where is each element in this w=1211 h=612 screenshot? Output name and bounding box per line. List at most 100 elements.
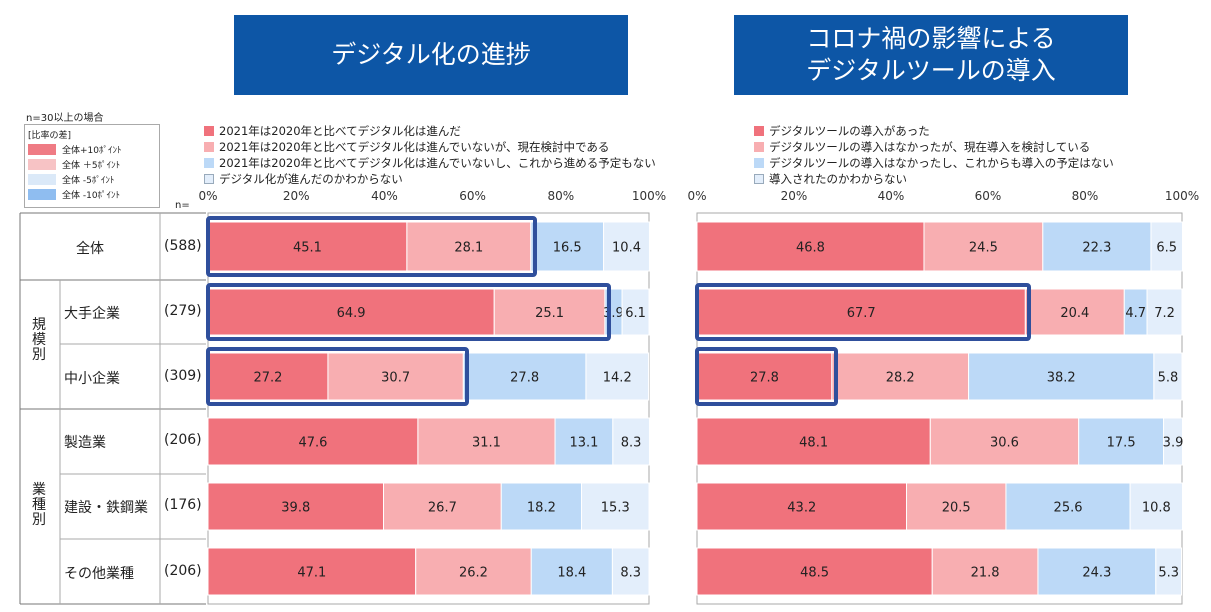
right-title-line1: コロナ禍の影響による bbox=[806, 24, 1056, 53]
right-bar-value-label: 21.8 bbox=[971, 566, 1000, 581]
left-bar-segment bbox=[530, 221, 605, 272]
left-bar-segment bbox=[554, 417, 614, 466]
left-bar-value-label: 31.1 bbox=[472, 436, 501, 451]
left-bar-segment bbox=[207, 352, 329, 401]
left-bar-segment bbox=[585, 352, 650, 401]
group-label-scale: 規模別 bbox=[32, 317, 46, 363]
left-bar-segment bbox=[493, 288, 606, 336]
left-plot-frame bbox=[207, 212, 650, 605]
right-bar-value-label: 10.8 bbox=[1142, 501, 1171, 516]
right-bar-value-label: 67.7 bbox=[847, 306, 876, 321]
category-label: その他業種 bbox=[64, 566, 134, 582]
right-bar-value-label: 30.6 bbox=[990, 436, 1019, 451]
diff-key-label: 全体+10ﾎﾟｲﾝﾄ bbox=[62, 146, 122, 156]
diff-key-swatch bbox=[28, 174, 56, 185]
right-bar-value-label: 24.5 bbox=[969, 241, 998, 256]
diff-key-title: [比率の差] bbox=[28, 131, 72, 141]
group-label-industry: 業種別 bbox=[32, 482, 46, 528]
left-bar-value-label: 30.7 bbox=[381, 371, 410, 386]
right-bar-value-label: 48.5 bbox=[800, 566, 829, 581]
right-bar-segment bbox=[1155, 547, 1183, 596]
left-bar-segment bbox=[462, 352, 587, 401]
diff-key-item: 全体 -5ﾎﾟｲﾝﾄ bbox=[28, 173, 114, 186]
left-bar-value-label: 47.6 bbox=[298, 436, 327, 451]
left-bar-value-label: 8.3 bbox=[621, 436, 642, 451]
sample-size: (588) bbox=[164, 238, 202, 254]
right-bar-value-label: 20.4 bbox=[1060, 306, 1089, 321]
sample-size: (176) bbox=[164, 497, 202, 513]
right-bar-segment bbox=[1037, 547, 1157, 596]
left-bar-segment bbox=[500, 482, 583, 531]
left-bar-value-label: 47.1 bbox=[297, 566, 326, 581]
left-legend-item: 2021年は2020年と比べてデジタル化は進んでいないし、これから進める予定もな… bbox=[204, 155, 656, 171]
right-bar-segment bbox=[1042, 221, 1152, 272]
right-bar-segment bbox=[696, 547, 933, 596]
sample-note: n=30以上の場合 bbox=[26, 113, 104, 124]
legend-swatch bbox=[754, 126, 764, 136]
right-axis-tick: 0% bbox=[687, 189, 706, 203]
right-bar-segment bbox=[831, 352, 970, 401]
legend-swatch bbox=[204, 142, 214, 152]
right-axis-tick: 100% bbox=[1165, 189, 1199, 203]
left-legend-item: デジタル化が進んだのかわからない bbox=[204, 171, 403, 187]
right-bar-value-label: 4.7 bbox=[1125, 306, 1146, 321]
right-bar-segment bbox=[968, 352, 1155, 401]
diff-key-item: 全体 ＋5ﾎﾟｲﾝﾄ bbox=[28, 158, 120, 171]
category-label: 建設・鉄鋼業 bbox=[64, 500, 148, 516]
left-bar-value-label: 13.1 bbox=[569, 436, 598, 451]
right-bar-value-label: 28.2 bbox=[886, 371, 915, 386]
category-label: 大手企業 bbox=[64, 306, 120, 322]
legend-label: デジタルツールの導入があった bbox=[769, 124, 930, 138]
diff-key-swatch bbox=[28, 189, 56, 200]
left-highlight-box bbox=[206, 216, 537, 277]
right-bar-segment bbox=[1024, 288, 1125, 336]
right-bar-value-label: 5.3 bbox=[1158, 566, 1179, 581]
left-bar-segment bbox=[207, 288, 495, 336]
left-axis-tick: 0% bbox=[198, 189, 217, 203]
right-chart-title: コロナ禍の影響による デジタルツールの導入 bbox=[734, 15, 1128, 95]
right-bar-value-label: 43.2 bbox=[787, 501, 816, 516]
left-bar-segment bbox=[207, 482, 385, 531]
left-bar-value-label: 26.7 bbox=[428, 501, 457, 516]
left-bar-segment bbox=[327, 352, 464, 401]
diff-key-item: 全体 -10ﾎﾟｲﾝﾄ bbox=[28, 188, 120, 201]
right-axis-tick: 20% bbox=[781, 189, 808, 203]
left-bar-value-label: 14.2 bbox=[603, 371, 632, 386]
right-bar-value-label: 46.8 bbox=[796, 241, 825, 256]
right-highlight-box bbox=[695, 283, 1032, 341]
legend-swatch bbox=[204, 174, 214, 184]
left-bar-segment bbox=[383, 482, 502, 531]
right-bar-value-label: 38.2 bbox=[1047, 371, 1076, 386]
right-bar-segment bbox=[931, 547, 1039, 596]
left-bar-value-label: 45.1 bbox=[293, 241, 322, 256]
left-highlight-box bbox=[206, 283, 611, 341]
diff-key-item: 全体+10ﾎﾟｲﾝﾄ bbox=[28, 143, 122, 156]
left-bar-segment bbox=[415, 547, 532, 596]
sample-size: (279) bbox=[164, 303, 202, 319]
left-bar-segment bbox=[207, 417, 419, 466]
diff-key-box: [比率の差] 全体+10ﾎﾟｲﾝﾄ 全体 ＋5ﾎﾟｲﾝﾄ 全体 -5ﾎﾟｲﾝﾄ … bbox=[24, 124, 160, 208]
right-axis-tick: 80% bbox=[1072, 189, 1099, 203]
left-bar-segment bbox=[603, 221, 650, 272]
legend-label: 2021年は2020年と比べてデジタル化は進んでいないが、現在検討中である bbox=[219, 140, 610, 154]
left-legend-item: 2021年は2020年と比べてデジタル化は進んでいないが、現在検討中である bbox=[204, 139, 609, 155]
left-bar-value-label: 27.8 bbox=[510, 371, 539, 386]
left-bar-value-label: 26.2 bbox=[459, 566, 488, 581]
right-legend-item: デジタルツールの導入はなかったし、これからも導入の予定はない bbox=[754, 155, 1114, 171]
legend-swatch bbox=[754, 174, 764, 184]
left-bar-value-label: 18.2 bbox=[527, 501, 556, 516]
left-bar-value-label: 25.1 bbox=[535, 306, 564, 321]
left-axis-tick: 80% bbox=[547, 189, 574, 203]
right-legend-item: デジタルツールの導入はなかったが、現在導入を検討している bbox=[754, 139, 1090, 155]
diff-key-label: 全体 -5ﾎﾟｲﾝﾄ bbox=[62, 176, 115, 186]
left-bar-value-label: 16.5 bbox=[553, 241, 582, 256]
left-bar-value-label: 8.3 bbox=[620, 566, 641, 581]
legend-label: デジタルツールの導入はなかったが、現在導入を検討している bbox=[769, 140, 1091, 154]
right-bar-value-label: 7.2 bbox=[1154, 306, 1175, 321]
right-axis-tick: 60% bbox=[975, 189, 1002, 203]
right-bar-segment bbox=[1150, 221, 1183, 272]
right-bar-segment bbox=[923, 221, 1044, 272]
legend-label: 2021年は2020年と比べてデジタル化は進んだ bbox=[219, 124, 461, 138]
